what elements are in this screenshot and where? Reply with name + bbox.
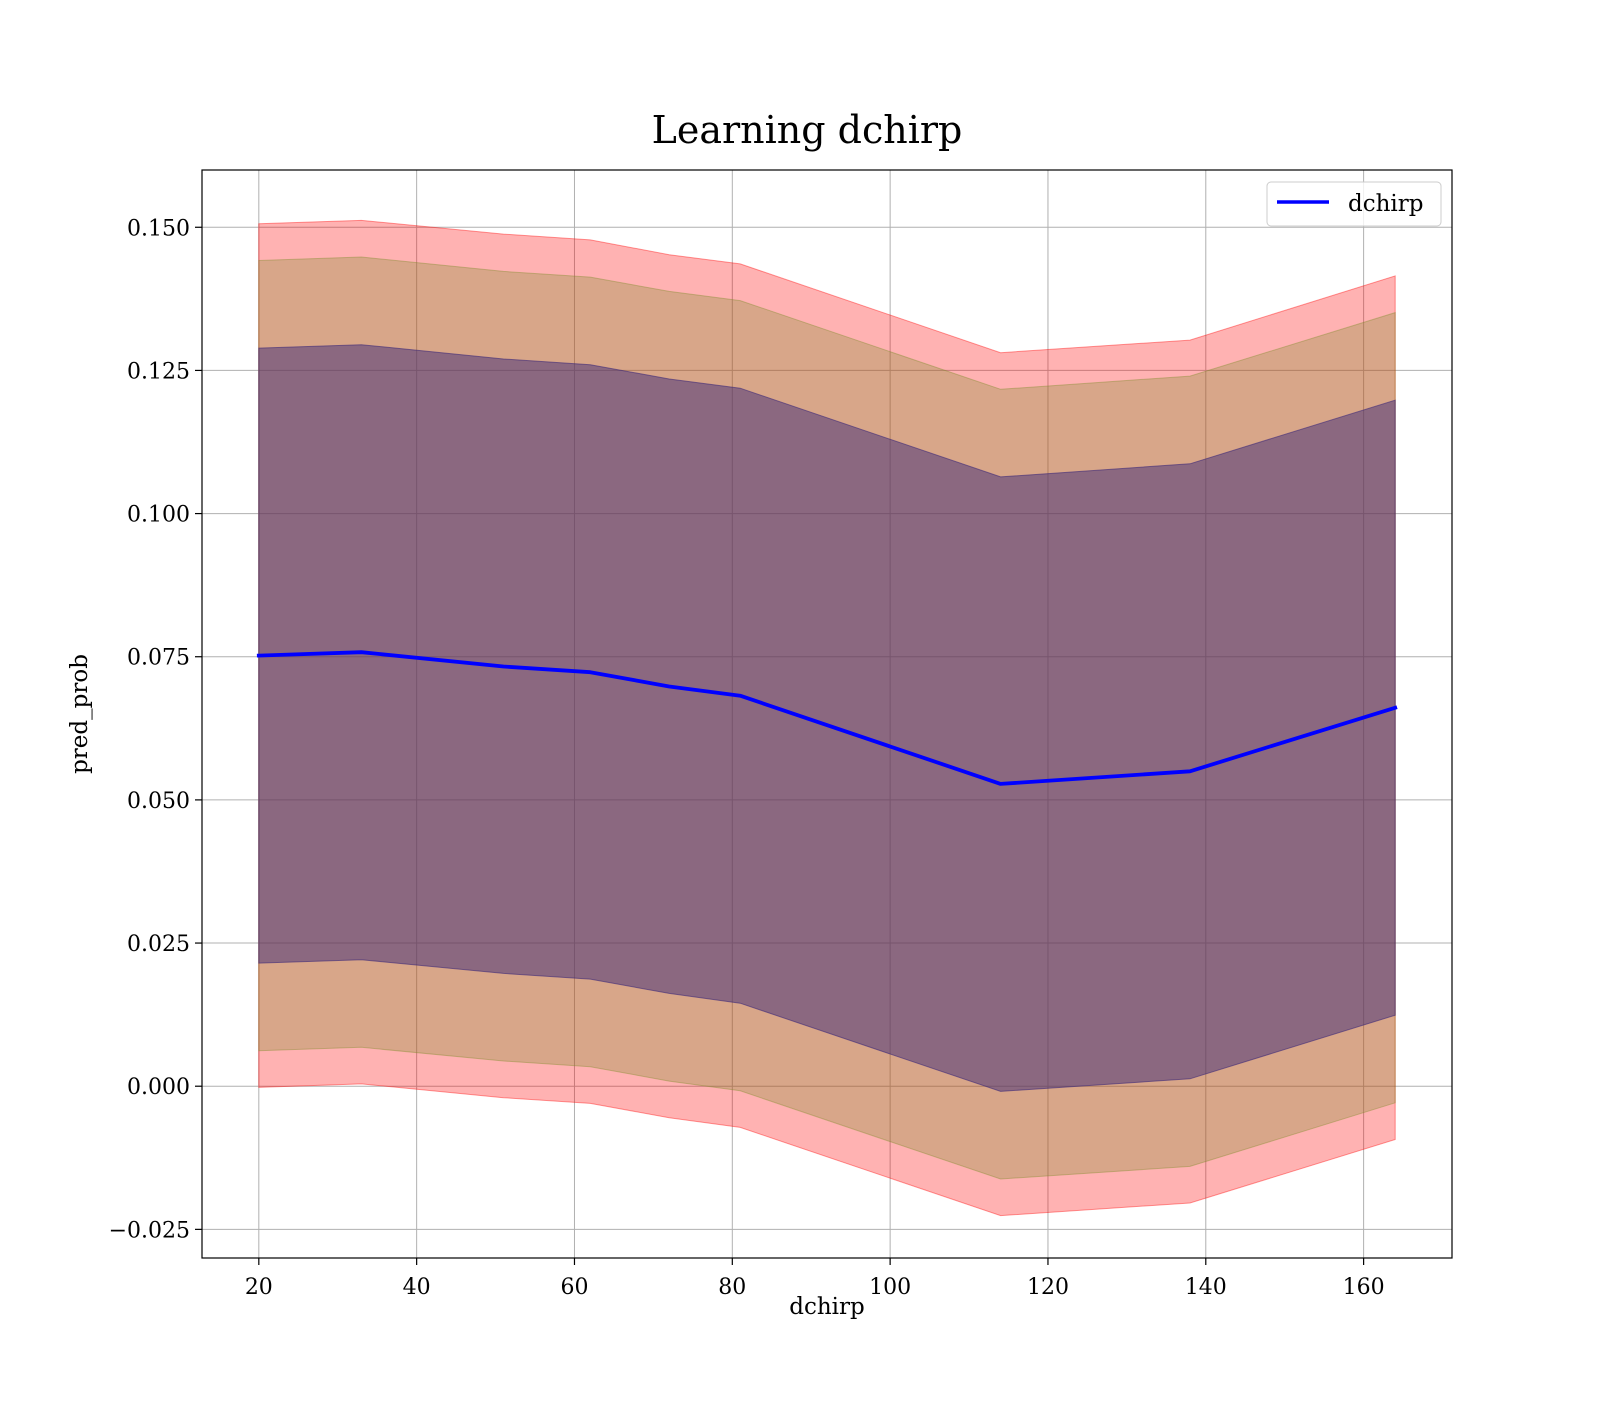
y-tick-label: 0.100 [127, 503, 190, 528]
legend-box [1266, 181, 1442, 227]
x-tick-label: 120 [1027, 1275, 1069, 1300]
y-tick-label: 0.075 [127, 646, 190, 671]
line-layer [256, 650, 1398, 786]
y-tick-label: −0.025 [109, 1218, 190, 1243]
band-layer [258, 219, 1396, 1217]
y-tick-label: 0.000 [127, 1075, 190, 1100]
y-axis-ticks: −0.025 0.000 0.025 0.050 0.075 0.100 0.125 0.15… [109, 216, 202, 1243]
x-tick-label: 160 [1343, 1275, 1385, 1300]
y-tick-label: 0.150 [127, 216, 190, 241]
y-axis-label: pred_prob [67, 654, 93, 774]
x-axis-ticks: 20 40 60 80 100 120 140 160 [245, 1258, 1385, 1300]
x-tick-label: 40 [403, 1275, 431, 1300]
x-tick-label: 100 [869, 1275, 911, 1300]
series-line [256, 650, 1398, 786]
x-tick-label: 20 [245, 1275, 273, 1300]
plot-frame [201, 169, 1453, 1259]
y-tick-label: 0.125 [127, 359, 190, 384]
x-tick-label: 60 [560, 1275, 588, 1300]
x-tick-label: 80 [718, 1275, 746, 1300]
legend: dchirp [1266, 181, 1442, 227]
chart-title: Learning dchirp [652, 108, 963, 152]
y-tick-label: 0.025 [127, 932, 190, 957]
x-tick-label: 140 [1185, 1275, 1227, 1300]
confidence-band [258, 344, 1396, 1092]
legend-label: dchirp [1348, 191, 1424, 217]
y-tick-label: 0.050 [127, 789, 190, 814]
x-axis-label: dchirp [789, 1294, 865, 1320]
